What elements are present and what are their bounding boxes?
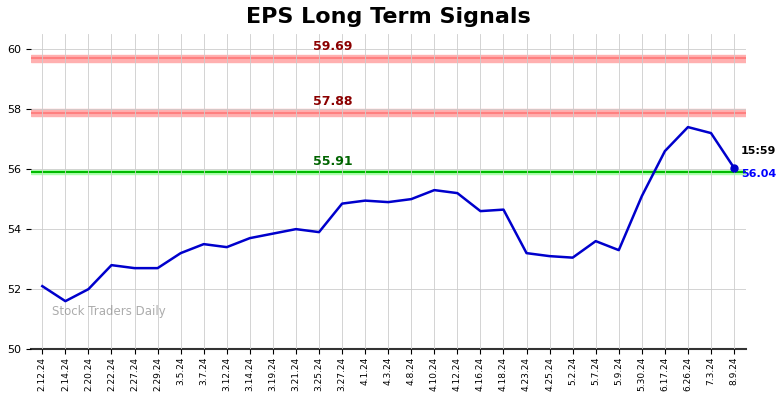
Text: 59.69: 59.69 (313, 40, 353, 53)
Text: 57.88: 57.88 (313, 95, 353, 107)
Text: 55.91: 55.91 (313, 155, 353, 168)
Text: 15:59: 15:59 (741, 146, 776, 156)
Bar (31, 170, 746, 174)
Text: Stock Traders Daily: Stock Traders Daily (53, 304, 166, 318)
Bar (31, 55, 746, 62)
Text: 56.04: 56.04 (741, 170, 776, 179)
Bar (31, 109, 746, 116)
Title: EPS Long Term Signals: EPS Long Term Signals (246, 7, 531, 27)
